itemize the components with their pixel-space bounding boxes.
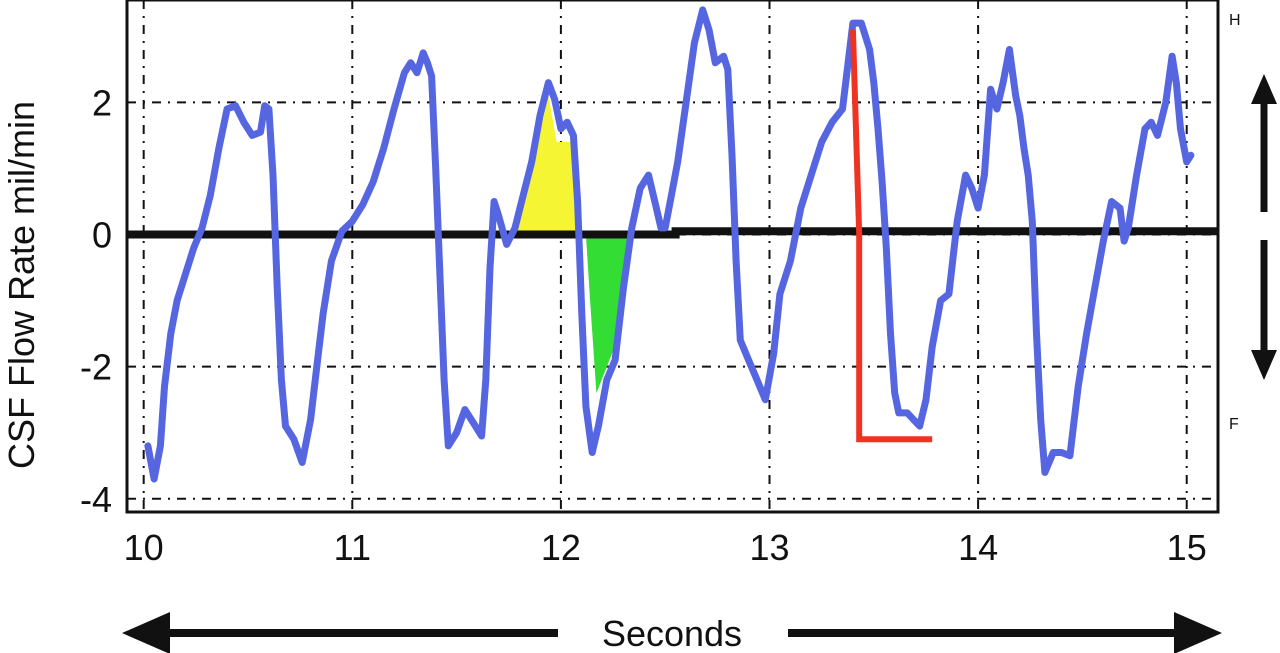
flow-direction-arrow <box>1251 74 1277 380</box>
tick-labels: 10 11 12 13 14 15 2 0 -2 -4 <box>80 82 1207 568</box>
x-direction-arrow <box>122 612 1222 653</box>
zero-line-layer <box>127 227 1218 239</box>
x-tick-label: 15 <box>1167 527 1207 568</box>
zero-line <box>127 227 1218 239</box>
direction-label-up: H <box>1229 12 1241 29</box>
shaded-region-0 <box>515 95 578 235</box>
x-tick-label: 12 <box>541 527 581 568</box>
x-tick-label: 10 <box>124 527 164 568</box>
y-tick-label: 2 <box>92 82 112 123</box>
series-layer <box>144 6 1195 483</box>
x-tick-label: 14 <box>958 527 998 568</box>
y-tick-label: -4 <box>80 479 112 520</box>
x-axis-label: Seconds <box>602 613 742 653</box>
y-axis-label: CSF Flow Rate mil/min <box>1 101 42 469</box>
annotation-layer <box>849 29 933 443</box>
annotation-line <box>849 29 933 443</box>
plot-frame <box>125 0 1220 514</box>
y-tick-label: 0 <box>92 215 112 256</box>
y-tick-label: -2 <box>80 347 112 388</box>
x-tick-label: 11 <box>334 527 371 568</box>
series-line-0 <box>144 6 1195 483</box>
direction-label-down: F <box>1229 416 1239 433</box>
x-tick-label: 13 <box>749 527 789 568</box>
